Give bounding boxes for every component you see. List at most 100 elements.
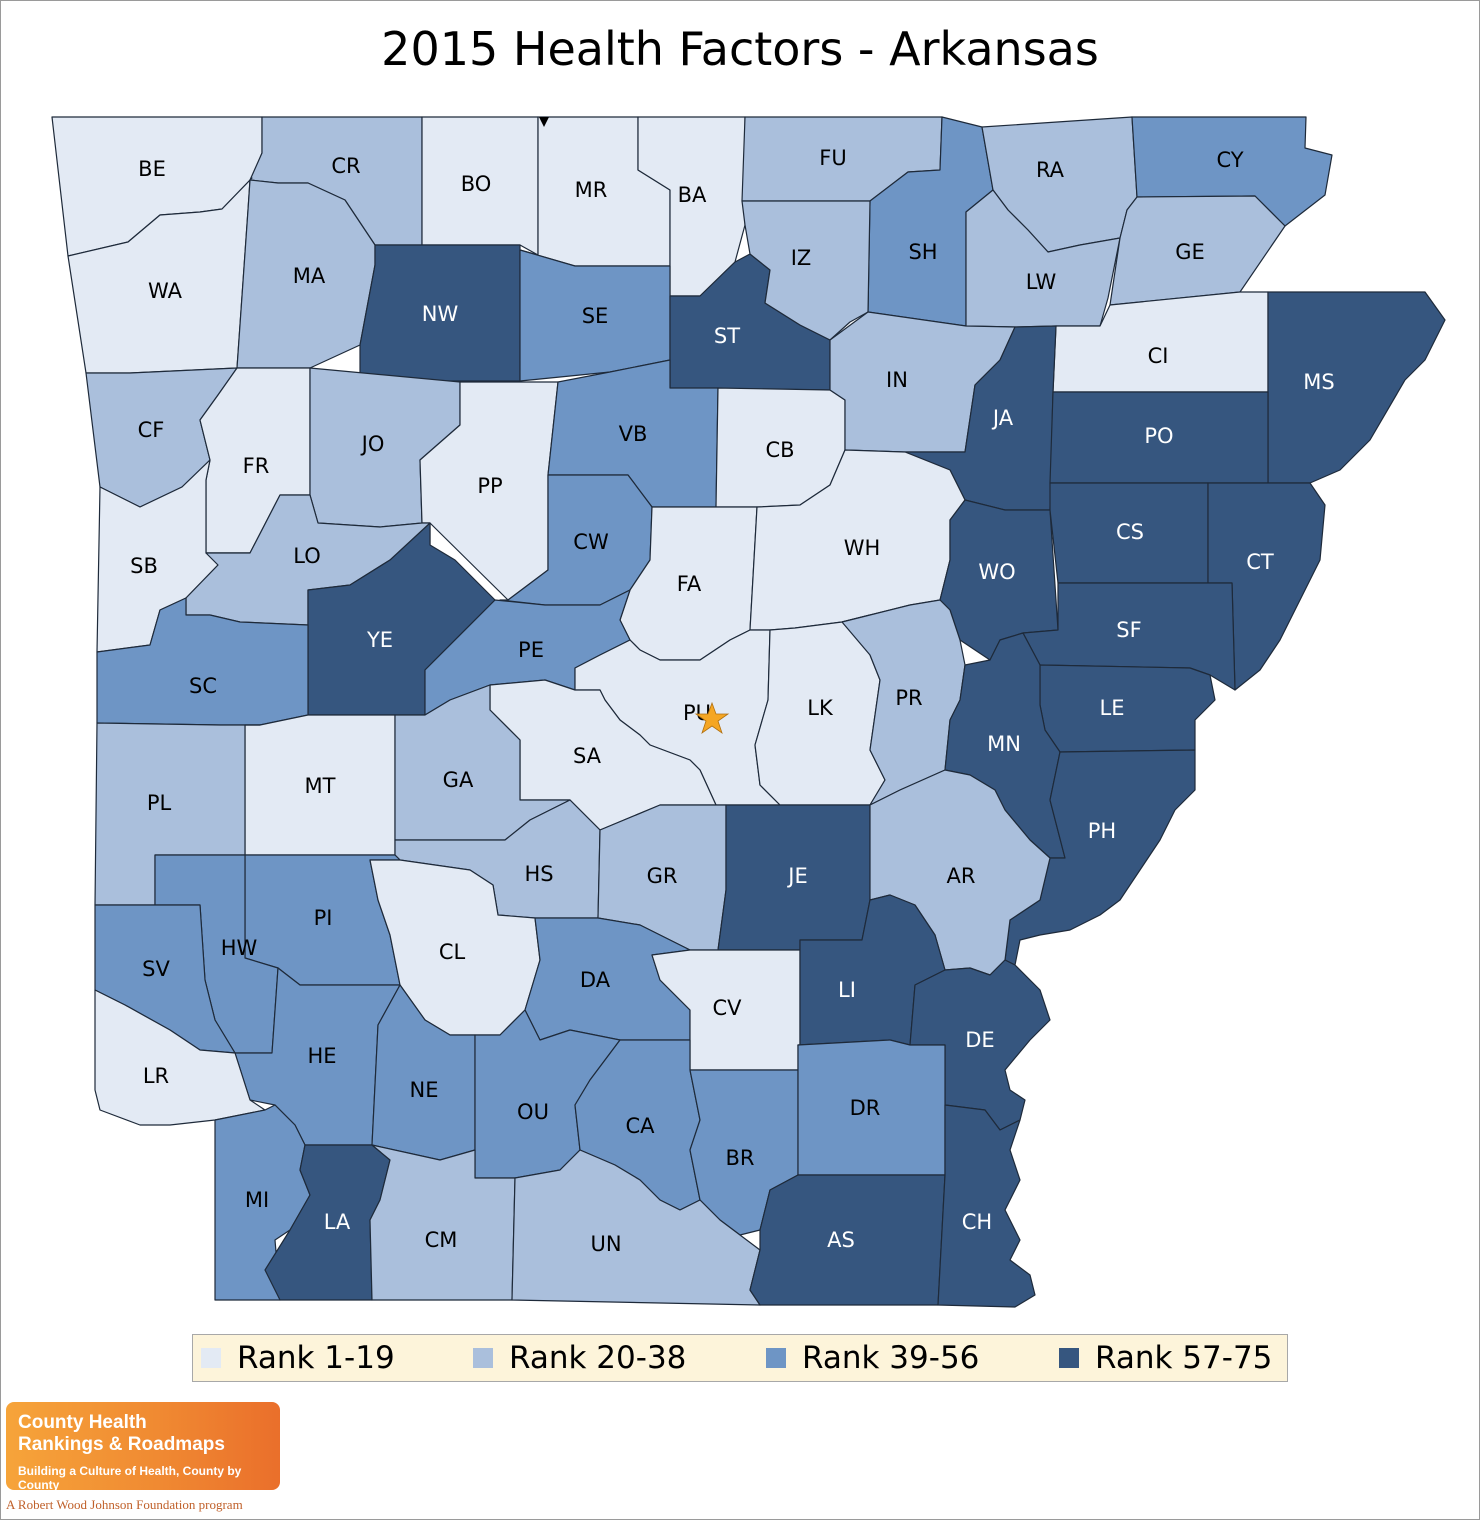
county-label-cv: CV — [712, 996, 742, 1020]
county-label-sh: SH — [908, 240, 937, 264]
legend-label: Rank 1-19 — [237, 1340, 395, 1376]
county-label-le: LE — [1100, 696, 1125, 720]
county-label-mt: MT — [305, 774, 336, 798]
county-label-ms: MS — [1303, 370, 1334, 394]
county-label-pe: PE — [518, 638, 544, 662]
county-label-sf: SF — [1116, 618, 1141, 642]
county-label-cf: CF — [138, 418, 165, 442]
county-iz — [741, 200, 871, 341]
legend-item: Rank 57-75 — [1059, 1335, 1272, 1381]
county-label-ci: CI — [1148, 344, 1169, 368]
county-label-sv: SV — [142, 957, 170, 981]
county-label-br: BR — [726, 1146, 755, 1170]
county-label-po: PO — [1144, 424, 1173, 448]
county-label-wo: WO — [978, 560, 1015, 584]
county-label-pi: PI — [314, 906, 333, 930]
county-label-pl: PL — [147, 791, 172, 815]
legend-swatch — [201, 1348, 221, 1368]
county-label-li: LI — [838, 978, 856, 1002]
county-label-da: DA — [580, 968, 611, 992]
county-label-pr: PR — [895, 686, 922, 710]
map-title: 2015 Health Factors - Arkansas — [381, 22, 1099, 76]
county-label-mi: MI — [245, 1188, 269, 1212]
north-marker-icon — [539, 117, 549, 127]
county-label-cs: CS — [1116, 520, 1144, 544]
county-le — [1039, 664, 1216, 753]
county-label-de: DE — [965, 1028, 994, 1052]
county-label-wh: WH — [844, 536, 881, 560]
county-label-ba: BA — [678, 183, 707, 207]
county-label-lw: LW — [1026, 270, 1057, 294]
county-label-st: ST — [714, 324, 740, 348]
county-label-sa: SA — [573, 744, 602, 768]
county-label-cy: CY — [1216, 148, 1243, 172]
county-label-la: LA — [324, 1210, 351, 1234]
chr-logo: County Health Rankings & Roadmaps Buildi… — [6, 1402, 280, 1492]
county-label-je: JE — [786, 864, 807, 888]
arkansas-county-map: BE CR BO MR BA FU SH RA CY WA MA NW SE ST IZ LW GE CI MS CF… — [51, 116, 1446, 1308]
county-label-in: IN — [886, 368, 908, 392]
legend-item: Rank 20-38 — [473, 1335, 686, 1381]
county-label-hw: HW — [221, 936, 258, 960]
logo-sub-caption: A Robert Wood Johnson Foundation program — [6, 1497, 243, 1512]
county-label-dr: DR — [850, 1096, 881, 1120]
county-label-se: SE — [582, 304, 609, 328]
legend-label: Rank 57-75 — [1095, 1340, 1273, 1376]
county-label-sc: SC — [189, 674, 217, 698]
county-label-as: AS — [827, 1228, 855, 1252]
county-label-sb: SB — [130, 554, 158, 578]
county-label-pp: PP — [477, 474, 502, 498]
county-label-fu: FU — [819, 146, 846, 170]
county-label-ar: AR — [947, 864, 976, 888]
county-label-mr: MR — [575, 178, 608, 202]
legend-item: Rank 39-56 — [766, 1335, 979, 1381]
county-label-un: UN — [590, 1232, 621, 1256]
county-label-ga: GA — [443, 768, 474, 792]
county-label-cb: CB — [765, 438, 794, 462]
county-label-ch: CH — [962, 1210, 992, 1234]
county-label-jo: JO — [360, 432, 385, 456]
county-label-be: BE — [138, 157, 166, 181]
county-label-vb: VB — [619, 422, 648, 446]
county-label-cw: CW — [573, 530, 609, 554]
county-label-he: HE — [307, 1044, 336, 1068]
county-label-ge: GE — [1175, 240, 1205, 264]
county-ms — [1267, 291, 1446, 484]
legend-item: Rank 1-19 — [201, 1335, 395, 1381]
county-label-ph: PH — [1088, 819, 1116, 843]
legend-swatch — [1059, 1348, 1079, 1368]
county-label-iz: IZ — [791, 246, 812, 270]
county-label-wa: WA — [148, 279, 183, 303]
county-label-mn: MN — [987, 732, 1021, 756]
legend-swatch — [766, 1348, 786, 1368]
capital-star-icon — [694, 701, 730, 735]
county-label-gr: GR — [647, 864, 678, 888]
county-label-cl: CL — [439, 940, 466, 964]
county-label-bo: BO — [461, 172, 492, 196]
legend: Rank 1-19 Rank 20-38 Rank 39-56 Rank 57-75 — [192, 1334, 1288, 1382]
logo-tagline: Building a Culture of Health, County by … — [18, 1464, 242, 1492]
county-label-cr: CR — [331, 154, 360, 178]
county-label-fa: FA — [677, 572, 702, 596]
county-label-lk: LK — [807, 696, 834, 720]
county-label-fr: FR — [243, 454, 270, 478]
legend-swatch — [473, 1348, 493, 1368]
county-label-ca: CA — [625, 1114, 655, 1138]
legend-label: Rank 20-38 — [509, 1340, 687, 1376]
county-bo — [421, 116, 539, 256]
county-label-ja: JA — [991, 406, 1014, 430]
legend-label: Rank 39-56 — [802, 1340, 980, 1376]
county-label-ye: YE — [366, 628, 393, 652]
logo-line-1: County Health — [18, 1412, 147, 1433]
county-label-hs: HS — [524, 862, 553, 886]
county-label-nw: NW — [422, 302, 459, 326]
county-label-lr: LR — [143, 1064, 169, 1088]
county-label-cm: CM — [425, 1228, 458, 1252]
county-label-ra: RA — [1036, 158, 1065, 182]
logo-line-2: Rankings & Roadmaps — [18, 1434, 225, 1455]
county-label-lo: LO — [293, 544, 320, 568]
county-label-ct: CT — [1246, 550, 1274, 574]
county-label-ou: OU — [517, 1100, 549, 1124]
county-label-ma: MA — [293, 264, 326, 288]
county-ch — [937, 1104, 1036, 1308]
